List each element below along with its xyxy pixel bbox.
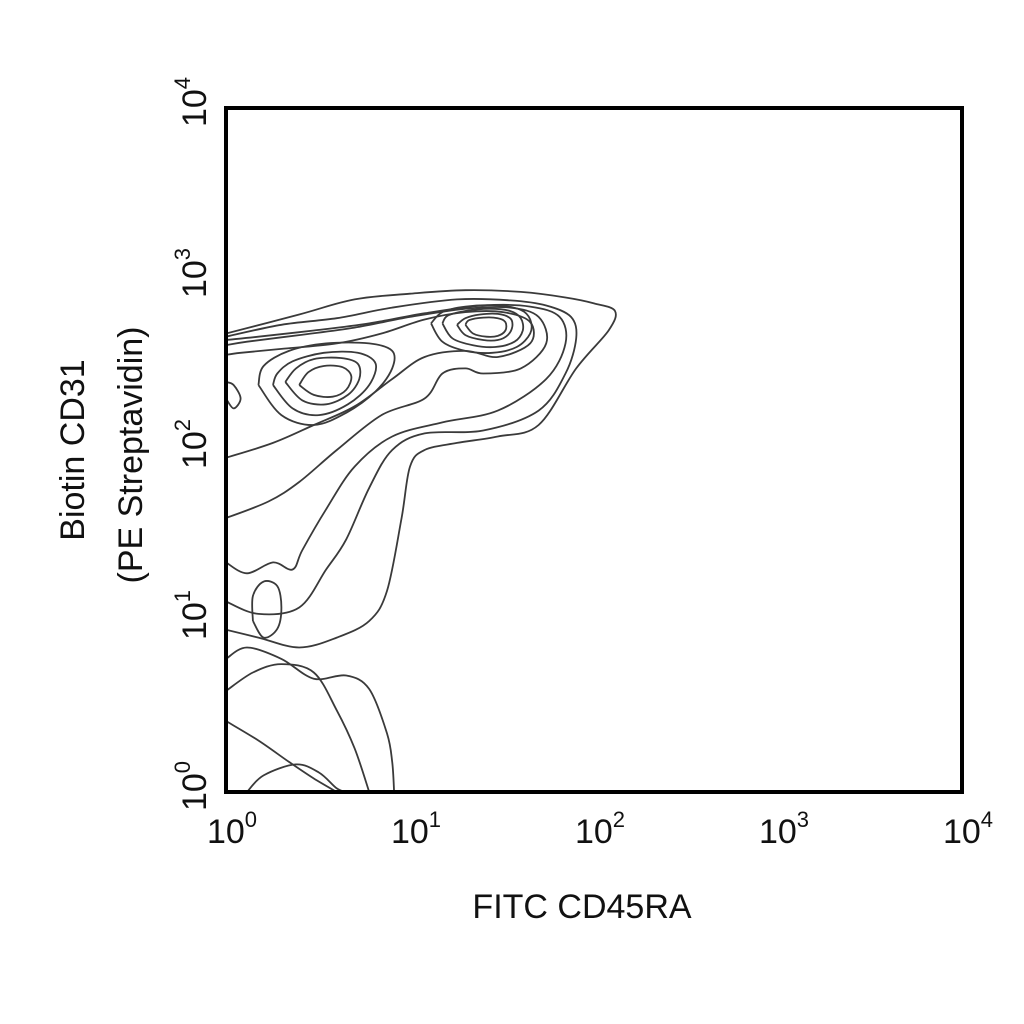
contour-line-17 <box>464 316 508 338</box>
contour-line-5 <box>226 289 617 649</box>
contour-line-9 <box>226 310 535 459</box>
x-tick-label-1: 101 <box>391 807 441 851</box>
x-axis-ticks: 100 101 102 103 104 <box>207 807 993 851</box>
contour-line-8 <box>226 306 549 519</box>
contour-line-13 <box>298 364 353 398</box>
contour-line-15 <box>441 307 525 349</box>
x-tick-label-3: 103 <box>759 807 809 851</box>
contour-line-19 <box>226 381 242 410</box>
y-tick-label-4: 104 <box>170 77 214 127</box>
contour-line-11 <box>272 350 377 417</box>
contour-line-16 <box>456 312 514 342</box>
y-tick-label-1: 101 <box>170 590 214 640</box>
contour-line-14 <box>430 304 533 354</box>
y-axis-title-line1: Biotin CD31 <box>54 359 92 540</box>
y-tick-label-2: 102 <box>170 419 214 469</box>
y-axis-ticks: 100 101 102 103 104 <box>170 77 214 811</box>
contour-line-2 <box>246 763 347 792</box>
contour-line-1 <box>226 720 338 792</box>
contour-lines <box>226 289 617 792</box>
contour-line-6 <box>226 297 578 616</box>
y-tick-label-3: 103 <box>170 248 214 298</box>
contour-line-3 <box>226 663 371 792</box>
x-axis-title: FITC CD45RA <box>472 888 691 926</box>
x-tick-label-0: 100 <box>207 807 257 851</box>
contour-line-10 <box>257 341 396 426</box>
y-axis-title-line2: (PE Streptavidin) <box>112 327 150 584</box>
contour-line-7 <box>226 303 568 575</box>
x-tick-label-4: 104 <box>943 807 993 851</box>
y-tick-label-0: 100 <box>170 761 214 811</box>
contour-line-4 <box>226 646 395 792</box>
contour-line-12 <box>284 356 362 406</box>
plot-frame <box>224 106 964 794</box>
contour-line-18 <box>251 580 283 639</box>
x-tick-label-2: 102 <box>575 807 625 851</box>
